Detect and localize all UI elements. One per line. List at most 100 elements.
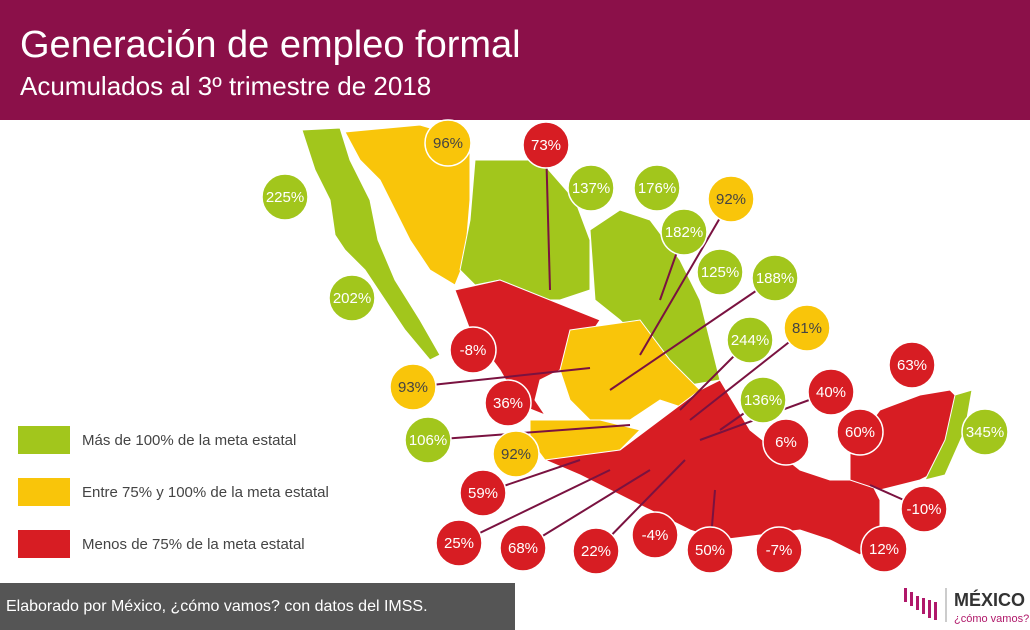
bubble-label: 345% bbox=[966, 424, 1004, 441]
bubble-label: 244% bbox=[731, 332, 769, 349]
bubble bbox=[389, 363, 437, 411]
bubble bbox=[484, 379, 532, 427]
logo-bar bbox=[904, 588, 907, 602]
logo-bar bbox=[928, 600, 931, 618]
region bbox=[301, 127, 441, 361]
bubble-label: -7% bbox=[766, 542, 793, 559]
bubble bbox=[836, 408, 884, 456]
footer-band bbox=[0, 583, 515, 630]
bubble-label: 136% bbox=[744, 392, 782, 409]
leader-line bbox=[412, 367, 591, 388]
bubble-label: 125% bbox=[701, 264, 739, 281]
legend-swatch bbox=[18, 530, 70, 558]
bubble bbox=[961, 408, 1009, 456]
bubble bbox=[424, 119, 472, 167]
bubble bbox=[633, 164, 681, 212]
bubble bbox=[261, 173, 309, 221]
bubble bbox=[807, 368, 855, 416]
bubble bbox=[783, 304, 831, 352]
logo-bar bbox=[916, 596, 919, 610]
legend-swatch bbox=[18, 478, 70, 506]
bubble-label: 6% bbox=[775, 434, 797, 451]
leader-line bbox=[639, 198, 732, 356]
bubble bbox=[751, 254, 799, 302]
bubbles: 225% 96% 73% 137% 176% 92% 182% 125% 188% 202% 81%… bbox=[261, 119, 1009, 575]
logo-name: MÉXICO bbox=[954, 589, 1025, 610]
bubble-label: 92% bbox=[716, 191, 746, 208]
legend-label: Entre 75% y 100% de la meta estatal bbox=[82, 484, 329, 501]
bubble-label: 25% bbox=[444, 535, 474, 552]
bubble-label: 22% bbox=[581, 543, 611, 560]
legend: Más de 100% de la meta estatal Entre 75% … bbox=[18, 426, 329, 558]
bubble bbox=[328, 274, 376, 322]
bubble bbox=[755, 526, 803, 574]
bubble-label: 12% bbox=[869, 541, 899, 558]
bubble-label: 40% bbox=[816, 384, 846, 401]
bubble bbox=[435, 519, 483, 567]
logo-bar bbox=[910, 592, 913, 606]
bubble-label: 176% bbox=[638, 180, 676, 197]
region bbox=[454, 279, 601, 417]
bubble bbox=[762, 418, 810, 466]
bubble-label: 202% bbox=[333, 290, 371, 307]
bubble bbox=[567, 164, 615, 212]
bubble bbox=[404, 416, 452, 464]
footer-text: Elaborado por México, ¿cómo vamos? con d… bbox=[6, 598, 428, 615]
legend-label: Menos de 75% de la meta estatal bbox=[82, 536, 305, 553]
bubble bbox=[459, 469, 507, 517]
bubble-label: 81% bbox=[792, 320, 822, 337]
bubble-label: -10% bbox=[906, 501, 941, 518]
bubble bbox=[572, 527, 620, 575]
bubble-label: 50% bbox=[695, 542, 725, 559]
region bbox=[589, 209, 721, 386]
legend-swatch bbox=[18, 426, 70, 454]
title: Generación de empleo formal bbox=[20, 24, 521, 66]
bubble-label: 182% bbox=[665, 224, 703, 241]
logo-bar bbox=[922, 598, 925, 614]
bubble-label: 106% bbox=[409, 432, 447, 449]
bubble bbox=[726, 316, 774, 364]
bubble-label: 63% bbox=[897, 357, 927, 374]
states bbox=[301, 124, 973, 556]
legend-label: Más de 100% de la meta estatal bbox=[82, 432, 296, 449]
subtitle: Acumulados al 3º trimestre de 2018 bbox=[20, 71, 431, 101]
bubble bbox=[660, 208, 708, 256]
bubble-label: 93% bbox=[398, 379, 428, 396]
bubble bbox=[492, 430, 540, 478]
logo-tagline: ¿cómo vamos? bbox=[954, 613, 1029, 625]
leader-line bbox=[458, 469, 611, 544]
bubble bbox=[696, 248, 744, 296]
bubble-label: 96% bbox=[433, 135, 463, 152]
bubble bbox=[449, 326, 497, 374]
bubble-label: -8% bbox=[460, 342, 487, 359]
region bbox=[559, 319, 701, 421]
bubble-label: 137% bbox=[572, 180, 610, 197]
bubble-label: 92% bbox=[501, 446, 531, 463]
bubble-label: 60% bbox=[845, 424, 875, 441]
bubble bbox=[739, 376, 787, 424]
bubble bbox=[900, 485, 948, 533]
bubble-label: 225% bbox=[266, 189, 304, 206]
logo-bar bbox=[934, 602, 937, 620]
region bbox=[924, 389, 973, 481]
leader-line bbox=[609, 277, 776, 391]
bubble bbox=[631, 511, 679, 559]
bubble bbox=[707, 175, 755, 223]
bubble bbox=[888, 341, 936, 389]
bubble-label: -4% bbox=[642, 527, 669, 544]
bubble-label: 36% bbox=[493, 395, 523, 412]
bubble-label: 68% bbox=[508, 540, 538, 557]
bubble bbox=[522, 121, 570, 169]
bubble-label: 188% bbox=[756, 270, 794, 287]
bubble-label: 73% bbox=[531, 137, 561, 154]
leader-line bbox=[522, 469, 651, 549]
bubble bbox=[686, 526, 734, 574]
bubble-label: 59% bbox=[468, 485, 498, 502]
bubble bbox=[499, 524, 547, 572]
header-band bbox=[0, 0, 1030, 120]
logo-mark bbox=[904, 588, 937, 620]
bubble bbox=[860, 525, 908, 573]
leader-line bbox=[689, 327, 808, 421]
